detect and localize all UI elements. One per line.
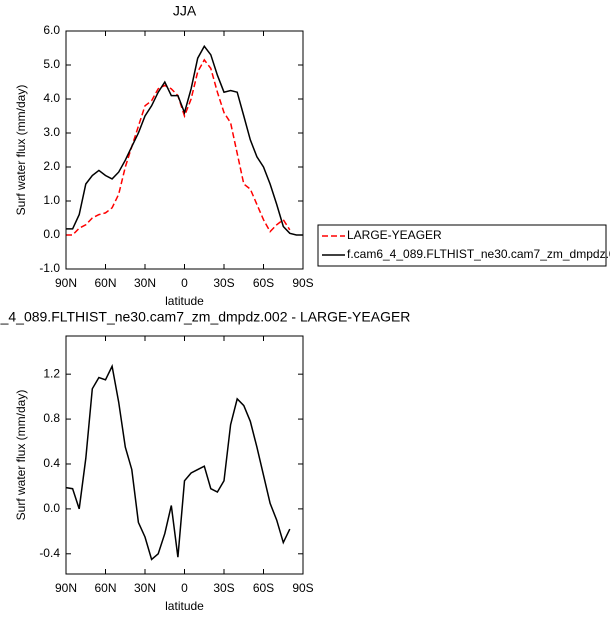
x-tick-label: 60S [253,276,274,290]
x-tick-label: 60N [94,276,116,290]
x-tick-label: 60N [94,581,116,595]
y-tick-label: 4.0 [43,91,60,105]
legend-label: f.cam6_4_089.FLTHIST_ne30.cam7_zm_dmpdz.… [347,247,610,261]
x-tick-label: 30S [213,581,234,595]
y-tick-label: 0.0 [43,501,60,515]
x-tick-label: 0 [181,276,188,290]
chart-title: JJA [173,3,197,19]
data-line [66,58,291,236]
x-tick-label: 30N [134,276,156,290]
x-tick-label: 90S [292,581,313,595]
y-axis-label: Surf water flux (mm/day) [14,390,28,521]
y-tick-label: 0.0 [43,227,60,241]
y-tick-label: -1.0 [39,261,60,275]
y-tick-label: 1.2 [43,366,60,380]
y-tick-label: 3.0 [43,125,60,139]
y-tick-label: 1.0 [43,193,60,207]
plot-frame [65,335,304,575]
data-line [66,44,303,236]
y-axis-label: Surf water flux (mm/day) [14,85,28,216]
x-axis-label: latitude [165,599,204,613]
x-tick-label: 90N [55,581,77,595]
chart-title: f.cam6_4_089.FLTHIST_ne30.cam7_zm_dmpdz.… [0,309,410,325]
legend-label: LARGE-YEAGER [347,228,442,242]
x-tick-label: 0 [181,581,188,595]
y-tick-label: -0.4 [39,546,60,560]
x-tick-label: 60S [253,581,274,595]
x-axis-label: latitude [165,294,204,308]
x-tick-label: 90S [292,276,313,290]
data-line [65,363,291,561]
y-tick-label: 6.0 [43,23,60,37]
x-tick-label: 30S [213,276,234,290]
plot-frame [65,30,304,270]
y-tick-label: 0.8 [43,411,60,425]
x-tick-label: 30N [134,581,156,595]
y-tick-label: 0.4 [43,456,60,470]
x-tick-label: 90N [55,276,77,290]
y-tick-label: 5.0 [43,57,60,71]
y-tick-label: 2.0 [43,159,60,173]
legend-box [317,224,607,267]
